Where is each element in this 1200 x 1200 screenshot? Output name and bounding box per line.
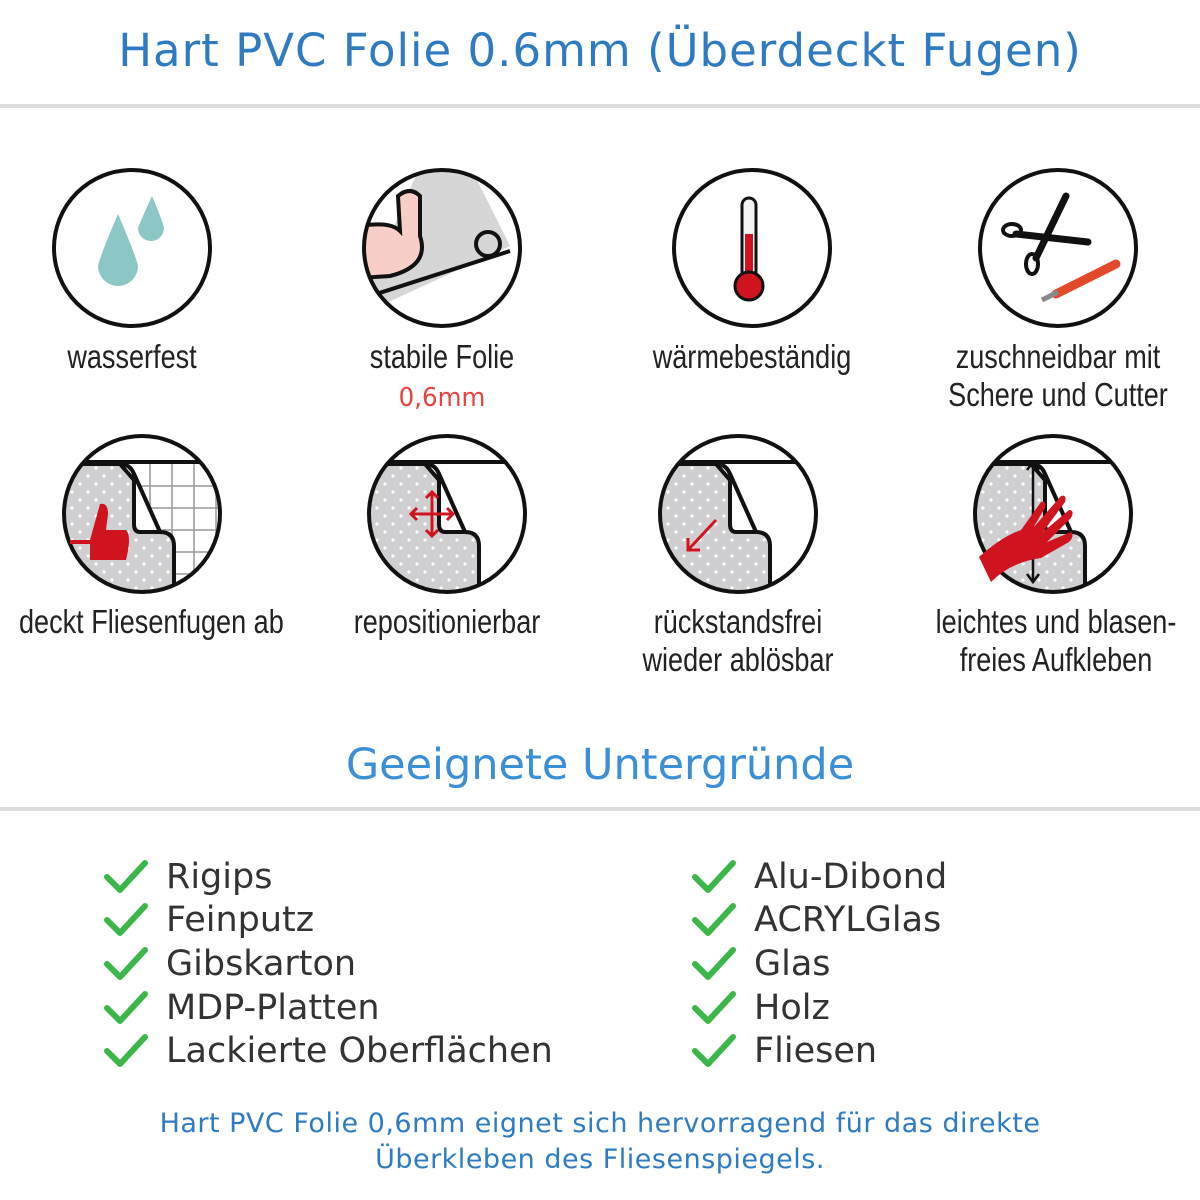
- feature-label-rueckstandsfrei: rückstandsfrei wieder ablösbar: [615, 603, 861, 679]
- surface-item: Fliesen: [692, 1029, 877, 1073]
- feature-label: leichtes und blasen-: [935, 603, 1177, 640]
- check-icon: [692, 900, 736, 940]
- surface-item: Glas: [692, 942, 831, 986]
- surface-label: Fliesen: [754, 1031, 878, 1071]
- water-drops-icon: [52, 168, 212, 328]
- feature-label-repositionierbar: repositionierbar: [353, 603, 541, 640]
- feature-label-stabile-folie: stabile Folie 0,6mm: [319, 338, 565, 417]
- feature-label: stabile Folie: [369, 338, 515, 375]
- feature-label-2: freies Aufkleben: [959, 641, 1153, 678]
- surface-item: Lackierte Oberflächen: [104, 1029, 553, 1073]
- feature-label-2: wieder ablösbar: [642, 641, 834, 678]
- surface-item: Gibskarton: [104, 942, 356, 986]
- surface-label: Holz: [754, 988, 830, 1028]
- check-icon: [104, 988, 148, 1028]
- surface-label: Feinputz: [166, 900, 315, 940]
- divider: [0, 807, 1200, 811]
- surface-label: Lackierte Oberflächen: [166, 1031, 553, 1071]
- feature-label: rückstandsfrei: [653, 603, 823, 640]
- surface-label: MDP-Platten: [166, 988, 380, 1028]
- feature-label-2: Schere und Cutter: [948, 376, 1168, 413]
- page-title: Hart PVC Folie 0.6mm (Überdeckt Fugen): [118, 24, 1082, 77]
- check-icon: [692, 988, 736, 1028]
- surface-label: ACRYLGlas: [754, 900, 942, 940]
- footer-line-1: Hart PVC Folie 0,6mm eignet sich hervorr…: [159, 1108, 1041, 1139]
- surface-item: MDP-Platten: [104, 986, 380, 1030]
- peel-arrow-icon: [656, 432, 820, 596]
- surface-item: Rigips: [104, 855, 272, 899]
- feature-label-blasenfrei: leichtes und blasen-freies Aufkleben: [933, 603, 1179, 679]
- feature-label-wasserfest: wasserfest: [67, 338, 197, 375]
- footer-note: Hart PVC Folie 0,6mm eignet sich hervorr…: [0, 1106, 1200, 1178]
- feature-label-deckt-fugen: deckt Fliesenfugen ab: [19, 603, 284, 640]
- check-icon: [692, 944, 736, 984]
- surface-item: Holz: [692, 986, 830, 1030]
- move-arrows-icon: [365, 432, 529, 596]
- scissors-cutter-icon: [978, 168, 1138, 328]
- feature-label-waermebestaendig: wärmebeständig: [652, 338, 852, 375]
- check-icon: [104, 857, 148, 897]
- surface-label: Gibskarton: [166, 944, 357, 984]
- check-icon: [104, 944, 148, 984]
- divider: [0, 104, 1200, 108]
- feature-label-zuschneidbar: zuschneidbar mit Schere und Cutter: [935, 338, 1181, 414]
- thumbs-up-tiles-icon: [60, 432, 224, 596]
- surface-label: Rigips: [166, 857, 273, 897]
- feature-label: zuschneidbar mit: [955, 338, 1161, 375]
- surface-label: Alu-Dibond: [754, 857, 948, 897]
- check-icon: [692, 857, 736, 897]
- thickness-label: 0,6mm: [398, 383, 486, 413]
- surface-item: Feinputz: [104, 898, 314, 942]
- surface-item: Alu-Dibond: [692, 855, 947, 899]
- surface-label: Glas: [754, 944, 831, 984]
- thermometer-icon: [672, 168, 832, 328]
- hand-smooth-icon: [971, 432, 1135, 596]
- check-icon: [692, 1031, 736, 1071]
- check-icon: [104, 900, 148, 940]
- surface-item: ACRYLGlas: [692, 898, 941, 942]
- section-heading: Geeignete Untergründe: [345, 740, 855, 790]
- muscle-arm-icon: [362, 168, 522, 328]
- footer-line-2: Überkleben des Fliesenspiegels.: [375, 1144, 825, 1175]
- check-icon: [104, 1031, 148, 1071]
